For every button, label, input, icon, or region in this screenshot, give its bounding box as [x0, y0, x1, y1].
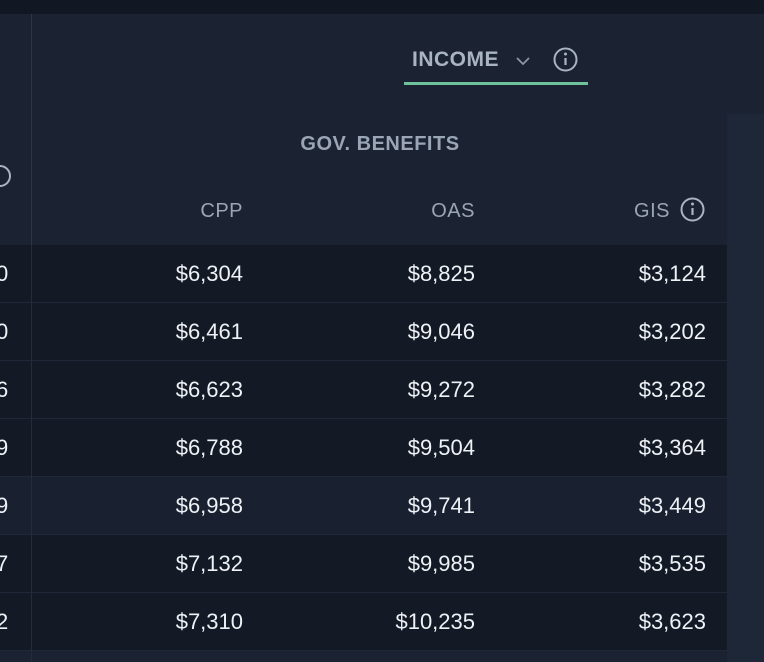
cropped-cell: 0 — [0, 261, 9, 286]
table-row: 0 $6,461 $9,046 $3,202 — [0, 303, 727, 361]
table-cell: $9,741 — [407, 493, 475, 518]
table-row: 9 $6,788 $9,504 $3,364 — [0, 419, 727, 477]
cropped-cell: 9 — [0, 435, 9, 460]
table-cell: $3,124 — [638, 261, 706, 286]
table-row: 6 $6,623 $9,272 $3,282 — [0, 361, 727, 419]
table-cell: $7,310 — [175, 609, 243, 634]
table-cell: $9,046 — [407, 319, 475, 344]
info-icon[interactable] — [0, 163, 12, 189]
column-separator — [31, 245, 32, 662]
cropped-cell: 6 — [0, 377, 9, 402]
cropped-cell: 9 — [0, 493, 9, 518]
column-header: OAS — [431, 200, 475, 222]
cropped-cell: 2 — [0, 609, 9, 634]
table-cell: $3,202 — [638, 319, 706, 344]
table-cell: $3,449 — [638, 493, 706, 518]
table-cell: $9,985 — [407, 551, 475, 576]
table-cell: $3,623 — [638, 609, 706, 634]
table-row: 0 $6,304 $8,825 $3,124 — [0, 245, 727, 303]
table-row: 2 $7,310 $10,235 $3,623 — [0, 593, 727, 651]
tab-underline — [404, 82, 588, 85]
chevron[interactable] — [515, 55, 531, 67]
table-cell: $9,272 — [407, 377, 475, 402]
table-cell: $3,282 — [638, 377, 706, 402]
table-cell: $8,825 — [407, 261, 475, 286]
left-panel — [0, 14, 32, 245]
group-header: GOV. BENEFITS — [300, 133, 460, 155]
table-cell: $6,304 — [175, 261, 243, 286]
cropped-cell: 7 — [0, 551, 9, 576]
table-cell: $6,623 — [175, 377, 243, 402]
table-cell: $9,504 — [407, 435, 475, 460]
column-header: CPP — [200, 200, 243, 222]
column-header: GIS — [634, 200, 670, 222]
table-cell: $6,461 — [175, 319, 243, 344]
table-cell: $6,788 — [175, 435, 243, 460]
table-cell: $3,364 — [638, 435, 706, 460]
tab-label[interactable]: INCOME — [412, 48, 499, 71]
info-icon[interactable] — [679, 196, 706, 223]
table-row: 9 $6,958 $9,741 $3,449 — [0, 477, 727, 535]
cropped-cell: 0 — [0, 319, 9, 344]
table-cell: $7,132 — [175, 551, 243, 576]
table-cell: $3,535 — [638, 551, 706, 576]
table-cell: $10,235 — [395, 609, 475, 634]
info-icon[interactable] — [552, 46, 579, 73]
right-panel — [727, 114, 764, 662]
table-cell: $6,958 — [175, 493, 243, 518]
top-bar — [0, 0, 764, 14]
table-row: 7 $7,132 $9,985 $3,535 — [0, 535, 727, 593]
